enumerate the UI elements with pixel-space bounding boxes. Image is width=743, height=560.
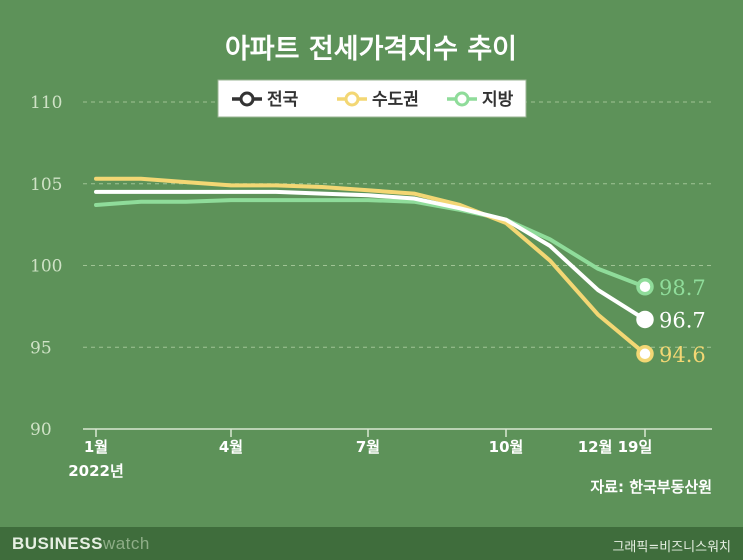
y-tick-label: 105 [30, 175, 62, 195]
end-value-label: 98.7 [659, 276, 706, 300]
end-value-label: 96.7 [659, 308, 706, 332]
y-tick-label: 100 [30, 257, 62, 277]
y-tick-label: 110 [30, 93, 62, 113]
legend-label-0: 전국 [267, 90, 299, 110]
grid-lines [83, 101, 712, 348]
y-tick-label: 95 [30, 338, 52, 358]
x-tick-label: 1월 [84, 438, 108, 456]
y-tick-label: 90 [30, 420, 52, 440]
legend-label-2: 지방 [482, 90, 514, 110]
series-line-1 [94, 176, 647, 356]
end-value-label: 94.6 [659, 343, 706, 367]
graphic-credit: 그래픽=비즈니스워치 [612, 540, 731, 555]
x-tick-label: 10월 [489, 438, 524, 456]
series-line-2 [94, 198, 647, 289]
legend-marker-2 [454, 91, 470, 107]
end-marker-1 [636, 345, 654, 363]
legend-marker-0 [239, 91, 255, 107]
legend: 전국 수도권 지방 [217, 79, 527, 118]
chart-title: 아파트 전세가격지수 추이 [225, 34, 517, 65]
x-tick-label: 7월 [356, 438, 380, 456]
chart: 아파트 전세가격지수 추이 90 95 100 105 110 1월 4월 7월 10월 12월… [30, 34, 712, 496]
end-marker-2 [636, 278, 654, 296]
x-axis: 1월 4월 7월 10월 12월 19일 [84, 429, 652, 456]
end-marker-0 [636, 310, 654, 329]
brand-light: watch [102, 534, 150, 553]
y-axis: 90 95 100 105 110 [30, 93, 62, 440]
end-markers: 96.7 94.6 98.7 [636, 276, 706, 367]
x-tick-label: 12월 19일 [578, 438, 653, 456]
x-year-label: 2022년 [68, 462, 124, 480]
brand-logo: BUSINESSwatch [12, 534, 150, 554]
brand-bold: BUSINESS [12, 534, 103, 553]
legend-label-1: 수도권 [372, 90, 419, 110]
series-line-0 [94, 189, 647, 322]
legend-marker-1 [344, 91, 360, 107]
footer-bar [0, 527, 743, 560]
source-note: 자료: 한국부동산원 [590, 478, 712, 496]
series-lines [94, 176, 647, 356]
x-tick-label: 4월 [219, 438, 243, 456]
